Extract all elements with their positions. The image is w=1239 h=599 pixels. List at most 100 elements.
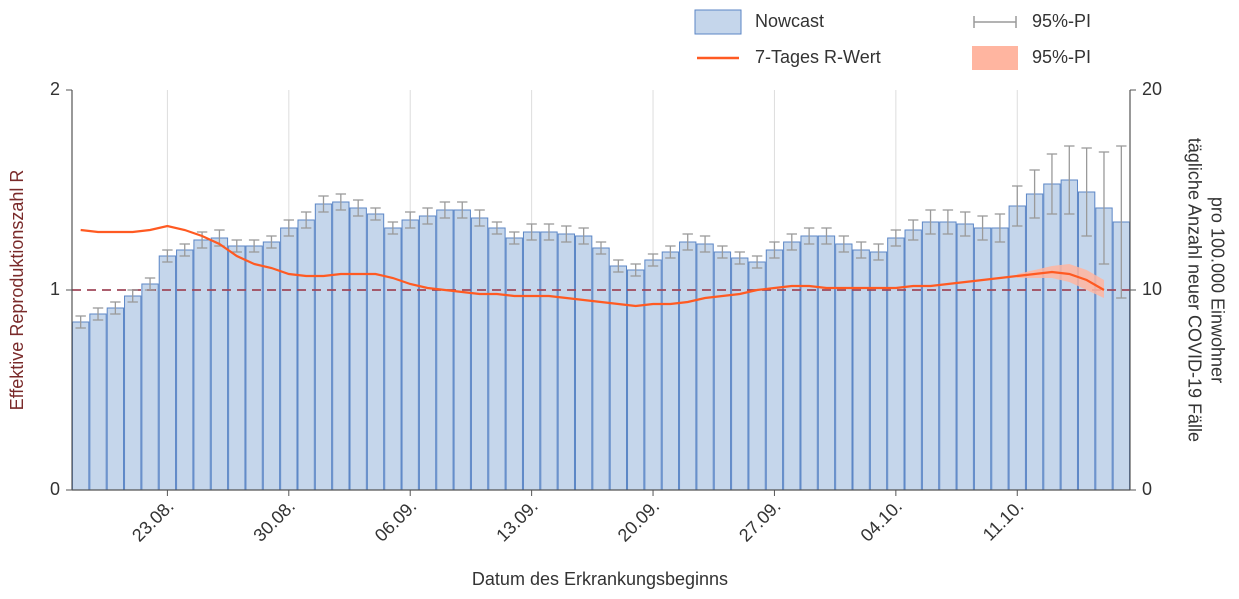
error-bar — [838, 235, 850, 253]
error-bar — [196, 231, 208, 249]
bar — [904, 229, 922, 491]
error-bar — [786, 233, 797, 251]
error-bar — [491, 221, 503, 235]
bar — [939, 221, 957, 491]
error-bar — [561, 225, 572, 243]
error-bar — [179, 243, 190, 257]
bar — [72, 321, 90, 491]
bar — [418, 215, 437, 491]
bar — [592, 247, 610, 491]
y2-axis-label: pro 100.000 Einwohner — [1207, 197, 1227, 383]
error-bar — [1081, 147, 1092, 237]
bar — [679, 241, 697, 491]
error-bar — [630, 263, 641, 277]
x-axis-label: Datum des Erkrankungsbeginns — [472, 569, 728, 589]
error-bar — [335, 193, 347, 211]
bar — [835, 243, 853, 491]
bar — [1077, 191, 1096, 491]
overlay — [72, 145, 1130, 329]
x-tick-label: 27.09. — [735, 496, 785, 546]
legend-swatch — [972, 46, 1018, 70]
error-bar — [613, 259, 624, 273]
bar — [366, 213, 385, 491]
x-tick-label: 06.09. — [371, 496, 421, 546]
bar — [314, 203, 333, 491]
legend-label: 7-Tages R-Wert — [755, 47, 881, 67]
legend-swatch — [694, 9, 742, 35]
error-bar — [422, 207, 433, 225]
legend-item: 7-Tages R-Wert — [697, 47, 881, 67]
error-bar — [509, 231, 520, 245]
error-bar — [960, 211, 971, 237]
error-bar — [110, 301, 121, 315]
error-bar — [387, 221, 399, 235]
bar — [800, 235, 818, 491]
bar — [1060, 179, 1078, 491]
bar — [436, 209, 454, 491]
error-bar — [942, 209, 954, 235]
error-bar — [1064, 145, 1075, 215]
bar — [228, 245, 246, 491]
bar — [817, 235, 836, 491]
y-axis-label: Effektive Reproduktionszahl R — [7, 170, 27, 411]
bar — [765, 249, 784, 491]
bar — [332, 201, 350, 491]
error-bar — [300, 211, 312, 229]
bar — [973, 227, 992, 491]
legend-item: 95%-PI — [973, 11, 1091, 31]
y-tick-label: 0 — [50, 479, 60, 499]
bar — [644, 259, 662, 491]
error-bar — [1116, 145, 1127, 299]
error-bar — [578, 227, 589, 245]
bar — [748, 261, 766, 491]
error-bar — [92, 307, 104, 321]
error-bar — [1098, 151, 1110, 265]
bar — [991, 227, 1009, 491]
error-bar — [734, 251, 745, 265]
bar — [574, 235, 593, 491]
error-bar — [439, 201, 451, 219]
error-bar — [231, 239, 242, 253]
bar — [349, 207, 367, 491]
bar — [609, 265, 628, 491]
error-bar — [803, 227, 815, 245]
bar — [193, 239, 211, 491]
error-bar — [665, 245, 676, 259]
bar — [713, 251, 732, 491]
bar — [210, 237, 229, 491]
x-tick-label: 23.08. — [128, 496, 178, 546]
bar — [141, 283, 159, 491]
bar — [89, 313, 107, 491]
error-bar — [751, 255, 763, 269]
line — [80, 224, 1105, 308]
error-bar — [1029, 169, 1040, 219]
error-bar — [526, 223, 537, 241]
bar — [956, 223, 974, 491]
bar — [783, 241, 801, 491]
y2-tick-label: 10 — [1142, 279, 1162, 299]
error-bar — [855, 241, 867, 259]
y-tick-label: 1 — [50, 279, 60, 299]
error-bar — [925, 209, 936, 235]
y2-tick-label: 20 — [1142, 79, 1162, 99]
error-bar — [474, 209, 485, 227]
bar — [401, 219, 419, 491]
error-bar — [1046, 153, 1058, 215]
error-bar — [370, 207, 381, 221]
bar — [158, 255, 177, 491]
legend-label: 95%-PI — [1032, 47, 1091, 67]
x-tick-label: 13.09. — [492, 496, 542, 546]
error-bar — [907, 219, 919, 241]
error-bar — [318, 195, 329, 213]
error-bar — [127, 289, 138, 303]
bar — [176, 249, 194, 491]
bar — [627, 269, 645, 491]
error-bar — [75, 315, 86, 329]
bar — [384, 227, 402, 491]
bar — [488, 227, 506, 491]
error-bar — [682, 233, 693, 251]
error-bar — [699, 235, 711, 253]
bars — [72, 179, 1131, 491]
error-bar — [283, 219, 295, 237]
bar — [124, 295, 142, 491]
